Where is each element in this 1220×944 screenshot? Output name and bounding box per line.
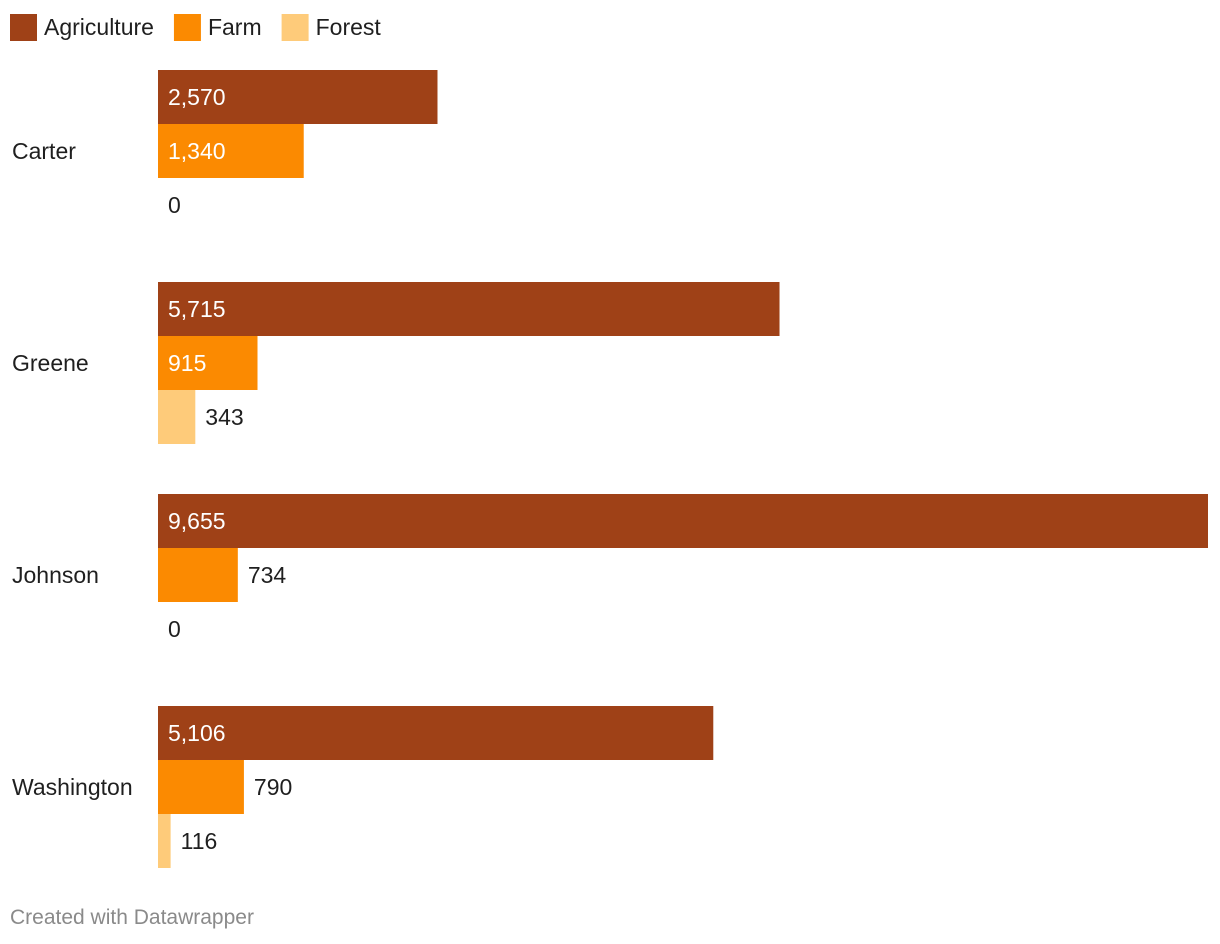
bar-greene-agriculture: [158, 282, 780, 336]
bar-carter-farm: [158, 124, 304, 178]
bar-carter-agriculture: [158, 70, 438, 124]
category-label-greene: Greene: [12, 350, 89, 376]
legend-swatch-forest: [281, 14, 309, 41]
legend-label-farm: Farm: [208, 14, 262, 40]
value-label-greene-farm: 915: [168, 350, 206, 376]
category-label-carter: Carter: [12, 138, 76, 164]
value-label-greene-forest: 343: [205, 404, 243, 430]
value-label-washington-farm: 790: [254, 774, 292, 800]
value-label-washington-agriculture: 5,106: [168, 720, 226, 746]
value-label-johnson-agriculture: 9,655: [168, 508, 226, 534]
bar-johnson-farm: [158, 548, 238, 602]
value-label-carter-agriculture: 2,570: [168, 84, 226, 110]
footer-credit[interactable]: Created with Datawrapper: [10, 906, 254, 929]
category-label-washington: Washington: [12, 774, 133, 800]
value-label-carter-farm: 1,340: [168, 138, 226, 164]
value-label-johnson-farm: 734: [248, 562, 287, 588]
legend-swatch-farm: [173, 14, 201, 41]
bar-johnson-agriculture: [158, 494, 1208, 548]
bar-washington-farm: [158, 760, 244, 814]
legend-label-agriculture: Agriculture: [44, 14, 154, 40]
legend-swatch-agriculture: [10, 14, 37, 41]
legend-label-forest: Forest: [316, 14, 382, 40]
bar-washington-agriculture: [158, 706, 714, 760]
bar-greene-forest: [158, 390, 196, 444]
value-label-johnson-forest: 0: [168, 616, 181, 642]
bar-greene-farm: [158, 336, 258, 390]
value-label-washington-forest: 116: [181, 828, 218, 854]
value-label-carter-forest: 0: [168, 192, 181, 218]
category-label-johnson: Johnson: [12, 562, 99, 588]
bar-washington-forest: [158, 814, 171, 868]
value-label-greene-agriculture: 5,715: [168, 296, 226, 322]
